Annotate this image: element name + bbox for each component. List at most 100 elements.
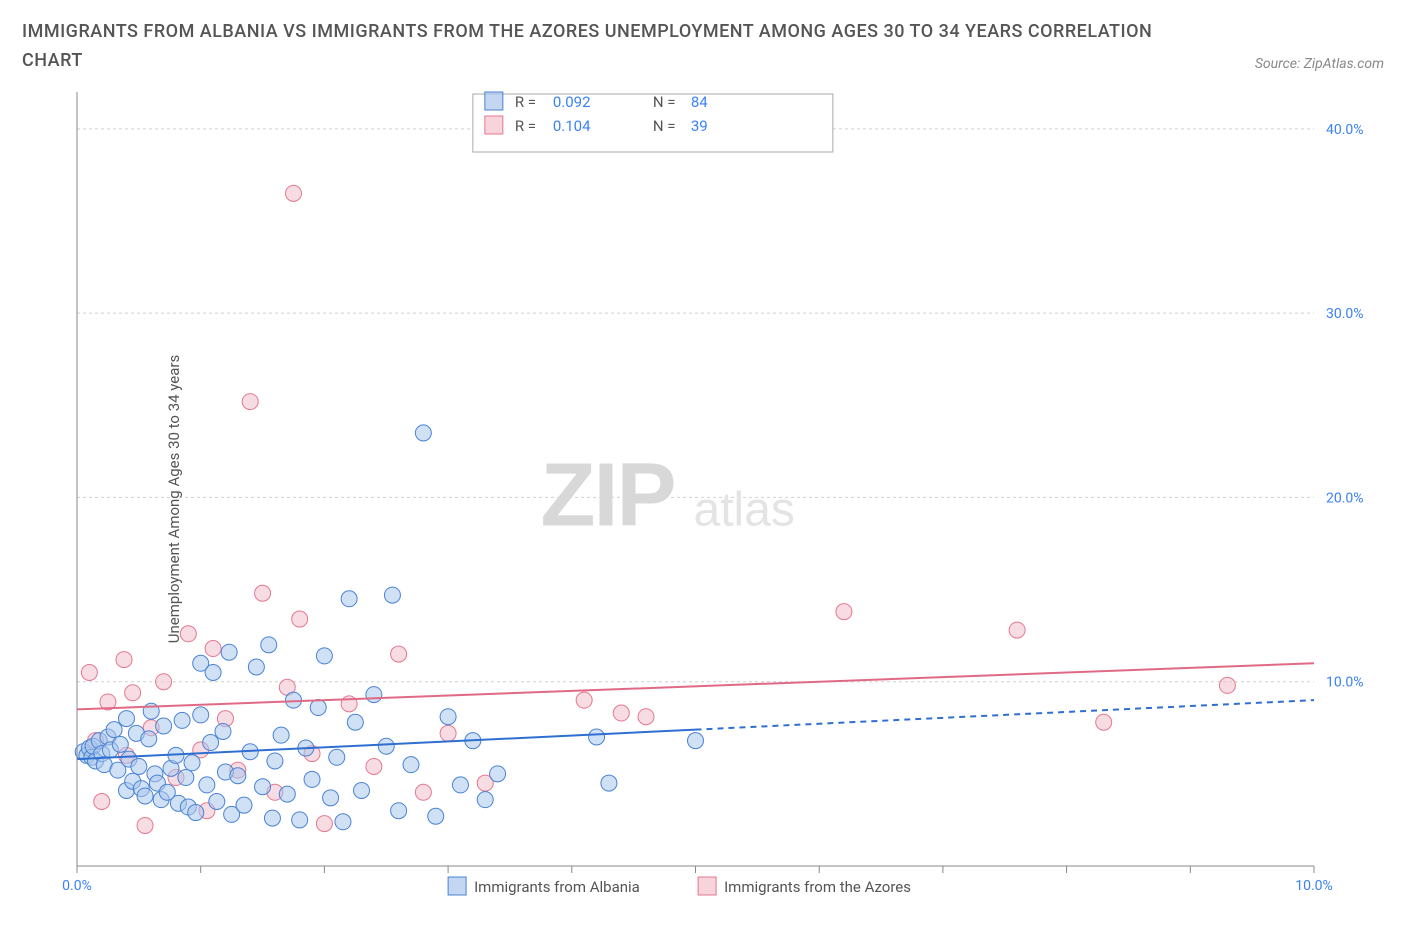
y-tick-label: 20.0%: [1326, 490, 1364, 506]
legend-swatch: [485, 92, 503, 110]
chart-title: IMMIGRANTS FROM ALBANIA VS IMMIGRANTS FR…: [22, 18, 1162, 76]
data-point: [112, 736, 128, 752]
legend-r-label: R =: [515, 117, 536, 135]
data-point: [174, 712, 190, 728]
data-point: [391, 802, 407, 818]
data-point: [199, 777, 215, 793]
data-point: [347, 714, 363, 730]
data-point: [366, 758, 382, 774]
data-point: [184, 754, 200, 770]
data-point: [188, 804, 204, 820]
legend-label: Immigrants from the Azores: [724, 878, 911, 896]
scatter-chart: 10.0% 20.0% 30.0% 40.0% ZIP atlas 0.0% 10.0% R =…: [22, 84, 1384, 914]
data-point: [178, 769, 194, 785]
data-point: [81, 664, 97, 680]
x-tick-label: 10.0%: [1295, 878, 1333, 894]
data-point: [415, 784, 431, 800]
y-tick-label: 10.0%: [1326, 674, 1364, 690]
data-point: [354, 782, 370, 798]
data-point: [477, 791, 493, 807]
y-tick-label: 30.0%: [1326, 306, 1364, 322]
watermark: atlas: [694, 483, 795, 536]
data-point: [156, 673, 172, 689]
data-point: [1096, 714, 1112, 730]
data-point: [248, 659, 264, 675]
data-point: [316, 815, 332, 831]
data-point: [384, 587, 400, 603]
data-point: [209, 793, 225, 809]
x-tick-label: 0.0%: [62, 878, 92, 894]
data-point: [440, 708, 456, 724]
data-point: [1219, 677, 1235, 693]
data-point: [137, 788, 153, 804]
data-point: [156, 718, 172, 734]
data-point: [613, 705, 629, 721]
chart-container: Unemployment Among Ages 30 to 34 years 1…: [22, 84, 1384, 914]
data-point: [323, 789, 339, 805]
data-point: [304, 771, 320, 787]
data-point: [576, 692, 592, 708]
source-attribution: Source: ZipAtlas.com: [1255, 56, 1384, 76]
legend-swatch: [485, 116, 503, 134]
data-point: [415, 425, 431, 441]
data-point: [94, 793, 110, 809]
data-point: [836, 603, 852, 619]
data-point: [205, 640, 221, 656]
legend-n-value: 39: [691, 117, 708, 135]
legend-r-value: 0.104: [553, 117, 591, 135]
legend-n-label: N =: [653, 117, 676, 135]
data-point: [242, 393, 258, 409]
data-point: [688, 732, 704, 748]
data-point: [279, 786, 295, 802]
data-point: [428, 808, 444, 824]
data-point: [285, 185, 301, 201]
data-point: [335, 813, 351, 829]
data-point: [341, 590, 357, 606]
y-tick-label: 40.0%: [1326, 121, 1364, 137]
data-point: [125, 684, 141, 700]
chart-header: IMMIGRANTS FROM ALBANIA VS IMMIGRANTS FR…: [22, 18, 1384, 76]
y-axis-label: Unemployment Among Ages 30 to 34 years: [165, 354, 183, 642]
data-point: [316, 648, 332, 664]
legend-n-label: N =: [653, 93, 676, 111]
data-point: [391, 646, 407, 662]
data-point: [106, 721, 122, 737]
data-point: [264, 810, 280, 826]
data-point: [273, 727, 289, 743]
data-point: [403, 756, 419, 772]
data-point: [255, 778, 271, 794]
data-point: [589, 729, 605, 745]
data-point: [292, 611, 308, 627]
data-point: [255, 585, 271, 601]
data-point: [141, 730, 157, 746]
data-point: [205, 664, 221, 680]
data-point: [230, 767, 246, 783]
trend-line-extrapolated: [696, 700, 1315, 729]
data-point: [116, 651, 132, 667]
data-point: [601, 775, 617, 791]
data-point: [490, 765, 506, 781]
legend-r-value: 0.092: [553, 93, 591, 111]
data-point: [292, 812, 308, 828]
data-point: [131, 758, 147, 774]
data-point: [215, 723, 231, 739]
data-point: [452, 777, 468, 793]
data-point: [137, 817, 153, 833]
data-point: [261, 636, 277, 652]
data-point: [267, 753, 283, 769]
legend-label: Immigrants from Albania: [474, 878, 640, 896]
data-point: [193, 706, 209, 722]
data-point: [638, 708, 654, 724]
legend-r-label: R =: [515, 93, 536, 111]
legend-swatch: [448, 877, 466, 895]
data-point: [118, 710, 134, 726]
data-point: [236, 797, 252, 813]
data-point: [203, 734, 219, 750]
data-point: [366, 686, 382, 702]
data-point: [440, 725, 456, 741]
watermark: ZIP: [541, 445, 675, 545]
data-point: [221, 644, 237, 660]
legend-swatch: [698, 877, 716, 895]
data-point: [1009, 622, 1025, 638]
legend-n-value: 84: [691, 93, 708, 111]
